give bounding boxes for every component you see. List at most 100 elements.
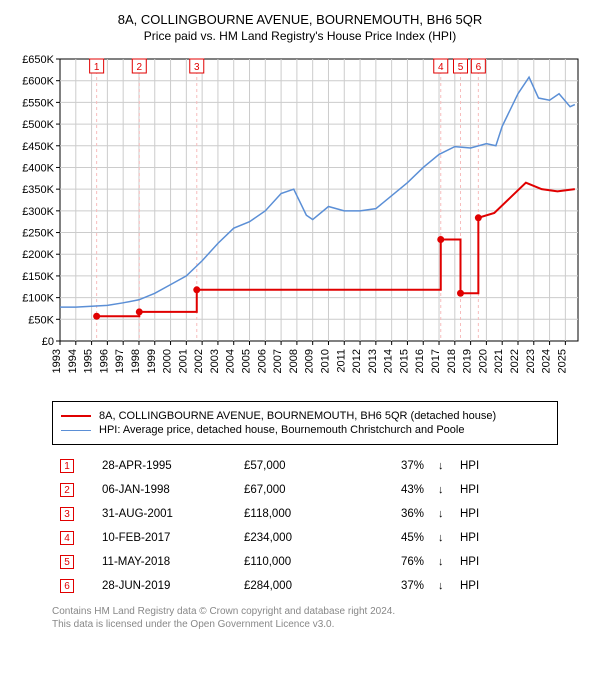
table-row: 1 28-APR-1995£57,00037%↓HPI	[54, 455, 494, 477]
delta-arrow-icon: ↓	[432, 503, 452, 525]
svg-text:5: 5	[458, 62, 464, 73]
svg-text:2020: 2020	[477, 349, 489, 373]
svg-text:2000: 2000	[162, 349, 174, 373]
svg-text:2018: 2018	[446, 349, 458, 373]
svg-text:2023: 2023	[525, 349, 537, 373]
legend-swatch	[61, 415, 91, 417]
sale-delta: 45%	[360, 527, 430, 549]
sale-delta: 37%	[360, 455, 430, 477]
svg-text:£150K: £150K	[22, 271, 54, 283]
sale-marker-badge: 2	[60, 483, 74, 497]
sale-marker-badge: 6	[60, 579, 74, 593]
svg-text:1999: 1999	[146, 349, 158, 373]
svg-text:£500K: £500K	[22, 119, 54, 131]
svg-text:£0: £0	[42, 336, 54, 348]
sale-delta: 36%	[360, 503, 430, 525]
sales-table: 128-APR-1995£57,00037%↓HPI206-JAN-1998£6…	[52, 453, 496, 599]
svg-text:£350K: £350K	[22, 184, 54, 196]
legend-label: 8A, COLLINGBOURNE AVENUE, BOURNEMOUTH, B…	[99, 410, 496, 422]
sale-date: 11-MAY-2018	[96, 551, 236, 573]
svg-text:£200K: £200K	[22, 249, 54, 261]
svg-text:2021: 2021	[493, 349, 505, 373]
svg-text:1997: 1997	[114, 349, 126, 373]
delta-arrow-icon: ↓	[432, 551, 452, 573]
delta-ref: HPI	[454, 479, 494, 501]
delta-ref: HPI	[454, 527, 494, 549]
sale-date: 31-AUG-2001	[96, 503, 236, 525]
table-row: 628-JUN-2019£284,00037%↓HPI	[54, 575, 494, 597]
svg-text:£300K: £300K	[22, 206, 54, 218]
svg-text:1993: 1993	[51, 349, 63, 373]
sale-delta: 43%	[360, 479, 430, 501]
price-chart: £0£50K£100K£150K£200K£250K£300K£350K£400…	[12, 51, 588, 391]
svg-text:2002: 2002	[193, 349, 205, 373]
svg-text:2003: 2003	[209, 349, 221, 373]
svg-text:£650K: £650K	[22, 54, 54, 66]
legend-swatch	[61, 430, 91, 431]
svg-text:2008: 2008	[288, 349, 300, 373]
delta-ref: HPI	[454, 551, 494, 573]
sale-marker-badge: 1	[60, 459, 74, 473]
footer-line: This data is licensed under the Open Gov…	[52, 618, 558, 631]
svg-text:1995: 1995	[83, 349, 95, 373]
svg-text:2019: 2019	[462, 349, 474, 373]
sale-price: £234,000	[238, 527, 358, 549]
table-row: 3 31-AUG-2001£118,00036%↓HPI	[54, 503, 494, 525]
sale-marker-badge: 5	[60, 555, 74, 569]
svg-text:2012: 2012	[351, 349, 363, 373]
svg-text:2005: 2005	[241, 349, 253, 373]
svg-text:2017: 2017	[430, 349, 442, 373]
svg-text:£450K: £450K	[22, 141, 54, 153]
sale-marker-badge: 4	[60, 531, 74, 545]
svg-text:2014: 2014	[383, 349, 395, 373]
delta-ref: HPI	[454, 575, 494, 597]
svg-text:1998: 1998	[130, 349, 142, 373]
legend-item-property: 8A, COLLINGBOURNE AVENUE, BOURNEMOUTH, B…	[61, 410, 549, 422]
svg-text:2: 2	[136, 62, 142, 73]
svg-text:2025: 2025	[556, 349, 568, 373]
svg-text:2016: 2016	[414, 349, 426, 373]
chart-container: £0£50K£100K£150K£200K£250K£300K£350K£400…	[12, 51, 588, 391]
sale-price: £110,000	[238, 551, 358, 573]
svg-text:2011: 2011	[335, 349, 347, 373]
sale-delta: 37%	[360, 575, 430, 597]
svg-text:1: 1	[94, 62, 100, 73]
chart-title: 8A, COLLINGBOURNE AVENUE, BOURNEMOUTH, B…	[12, 12, 588, 27]
sale-date: 28-APR-1995	[96, 455, 236, 477]
footer-attribution: Contains HM Land Registry data © Crown c…	[52, 605, 558, 631]
svg-text:£50K: £50K	[28, 314, 54, 326]
sale-delta: 76%	[360, 551, 430, 573]
sale-date: 10-FEB-2017	[96, 527, 236, 549]
legend-label: HPI: Average price, detached house, Bour…	[99, 424, 464, 436]
delta-ref: HPI	[454, 503, 494, 525]
footer-line: Contains HM Land Registry data © Crown c…	[52, 605, 558, 618]
svg-text:2015: 2015	[398, 349, 410, 373]
sale-date: 28-JUN-2019	[96, 575, 236, 597]
svg-text:£100K: £100K	[22, 293, 54, 305]
delta-arrow-icon: ↓	[432, 575, 452, 597]
svg-text:1994: 1994	[67, 349, 79, 373]
svg-text:2022: 2022	[509, 349, 521, 373]
svg-text:2024: 2024	[541, 349, 553, 373]
sale-price: £118,000	[238, 503, 358, 525]
sale-price: £57,000	[238, 455, 358, 477]
delta-arrow-icon: ↓	[432, 455, 452, 477]
svg-text:2006: 2006	[256, 349, 268, 373]
svg-text:2013: 2013	[367, 349, 379, 373]
delta-ref: HPI	[454, 455, 494, 477]
svg-text:3: 3	[194, 62, 200, 73]
svg-text:£600K: £600K	[22, 76, 54, 88]
svg-text:2004: 2004	[225, 349, 237, 373]
svg-text:2010: 2010	[319, 349, 331, 373]
svg-text:1996: 1996	[98, 349, 110, 373]
legend-item-hpi: HPI: Average price, detached house, Bour…	[61, 424, 549, 436]
svg-text:2009: 2009	[304, 349, 316, 373]
sale-marker-badge: 3	[60, 507, 74, 521]
svg-text:£250K: £250K	[22, 228, 54, 240]
delta-arrow-icon: ↓	[432, 527, 452, 549]
sale-date: 06-JAN-1998	[96, 479, 236, 501]
svg-text:£550K: £550K	[22, 97, 54, 109]
table-row: 206-JAN-1998£67,00043%↓HPI	[54, 479, 494, 501]
legend: 8A, COLLINGBOURNE AVENUE, BOURNEMOUTH, B…	[52, 401, 558, 445]
chart-subtitle: Price paid vs. HM Land Registry's House …	[12, 29, 588, 43]
